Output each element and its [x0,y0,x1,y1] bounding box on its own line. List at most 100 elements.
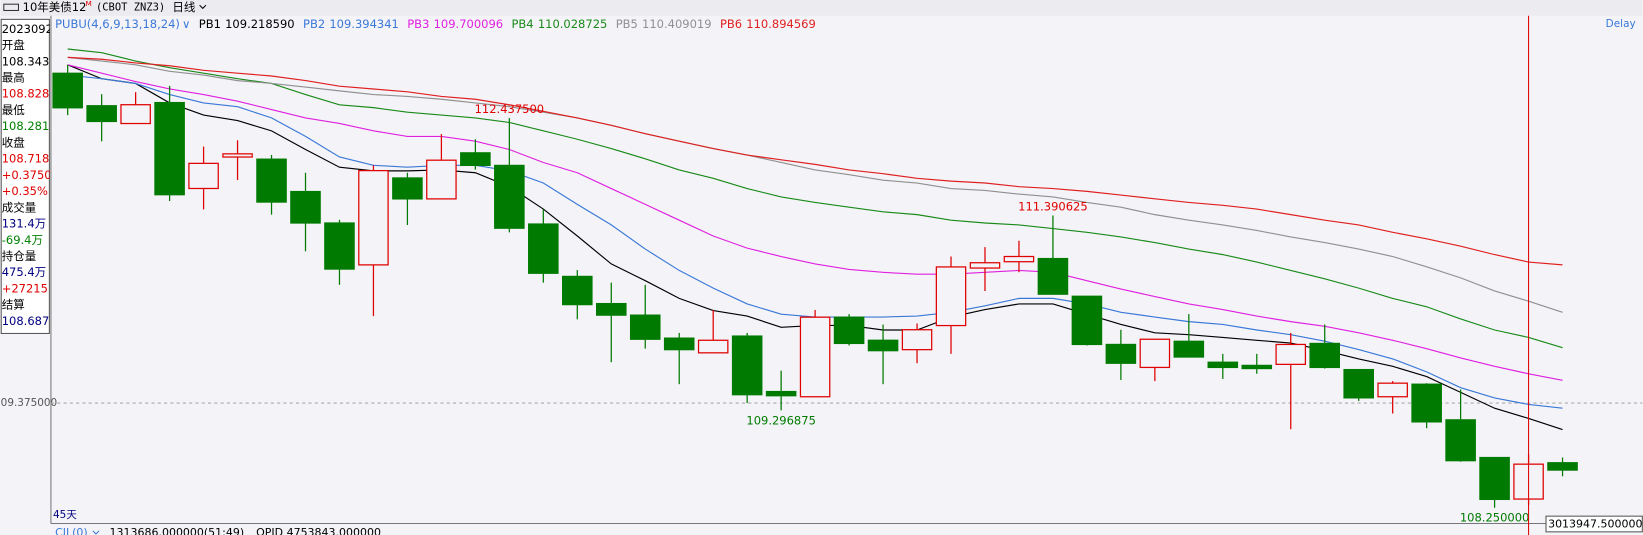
indicator-name: PUBU(4,6,9,13,18,24) [55,17,180,31]
instrument-code: (CBOT ZNZ3) [96,1,165,13]
candle-body [52,72,83,109]
candle-body [426,159,457,200]
footer-opid: OPID 4753843.000000 [256,526,381,535]
price-box-value: 3013947.500000 [1548,518,1642,531]
candle-body [494,164,525,229]
candle-body [1377,382,1408,398]
high-annotation: 112.437500 [475,102,545,116]
footer-dropdown[interactable] [92,530,100,535]
candle-body [1343,368,1374,399]
candle-body [867,339,899,352]
legend-name: PB1 [199,17,221,31]
candle-body [1309,342,1341,369]
info-item: 最高 [2,70,25,84]
candle-body [799,316,831,398]
candle-body [188,162,219,190]
candle-body [358,169,389,266]
ma-line [67,48,1563,349]
legend-value: 109.218590 [225,17,295,31]
candle-body [833,316,865,345]
high-annotation: 111.390625 [1018,200,1088,214]
candle-body [731,335,763,396]
period-selector[interactable]: 日线 [172,0,195,14]
legend-name: PB4 [511,17,533,31]
candle-body [1003,255,1035,263]
info-item: 开盘 [2,38,25,52]
low-annotation: 109.296875 [746,413,816,427]
candle-body [1105,343,1137,364]
candle-body [663,337,695,351]
info-item: -69.4万 [2,233,43,247]
y-tick-label: 09.375000 [1,397,58,409]
legend-name: PB3 [407,17,429,31]
candle-body [460,152,491,167]
candle-body [1547,462,1578,471]
candle-body [1479,456,1510,501]
price-box [1545,515,1643,533]
info-item: 108.828125 [2,87,72,101]
footer-volume: 1313686.000000(51:49) [110,526,245,535]
ma-line [67,56,1563,266]
info-item: 108.6875 [2,314,57,328]
legend-name: PB2 [303,17,325,31]
candle-body [765,390,797,397]
candle-body [935,266,967,327]
info-item: 结算 [2,298,25,312]
info-item: 475.4万 [2,265,46,279]
legend-name: PB5 [616,17,638,31]
indicator-dropdown: ∨ [182,17,190,31]
footer-indicator[interactable]: CJL(0) [55,526,88,535]
legend-value: 110.409019 [642,17,712,31]
legend-value: 110.028725 [538,17,608,31]
candle-body [1139,338,1171,369]
candle-body [222,153,253,158]
info-item: 108.71875 [2,152,64,166]
legend: PUBU(4,6,9,13,18,24) ∨ PB1 109.218590 PB2 109… [55,17,816,31]
candle-body [1037,257,1069,295]
candle-body [901,329,933,351]
candle-body [629,314,661,340]
candle-body [290,190,321,224]
info-item: 108.28125 [2,119,64,133]
candle-body [1275,343,1307,365]
top-bar [0,0,1643,16]
info-panel [0,18,50,334]
candle-body [528,223,559,274]
candle-body [595,302,627,316]
candle-body [120,104,151,125]
info-panel-content: 20230922 开盘 108.34375 最高 108.828125 最低 108.281… [2,22,72,328]
candle-body [969,262,1001,269]
info-item: 131.4万 [2,217,46,231]
info-item: 持仓量 [2,249,37,263]
legend-value: 109.700096 [434,17,504,31]
period-dropdown[interactable] [199,4,207,10]
candle-body [1207,361,1239,369]
instrument-superscript: M [85,0,91,8]
info-item: 收盘 [2,135,25,149]
candle-body [562,275,593,306]
info-item: +0.3750 [2,168,52,182]
info-item: 108.34375 [2,54,64,68]
info-item: +0.35% [2,184,48,198]
candle-body [1411,383,1442,423]
period-count: 45天 [53,509,77,521]
candle-body [154,101,185,196]
info-item: +27215 [2,281,48,295]
low-annotation: 108.250000 [1460,511,1530,525]
legend-name: PB6 [720,17,742,31]
legend-value: 109.394341 [329,17,399,31]
candle-body [1445,419,1476,462]
candle-body [1071,295,1103,346]
candle-body [1241,364,1273,370]
candle-body [1173,340,1205,358]
period-icon [3,3,19,11]
info-item: 最低 [2,103,25,117]
info-item: 20230922 [2,22,61,36]
candle-body [256,158,287,203]
candle-body [324,222,355,270]
info-item: 成交量 [2,200,37,214]
legend-value: 110.894569 [746,17,816,31]
